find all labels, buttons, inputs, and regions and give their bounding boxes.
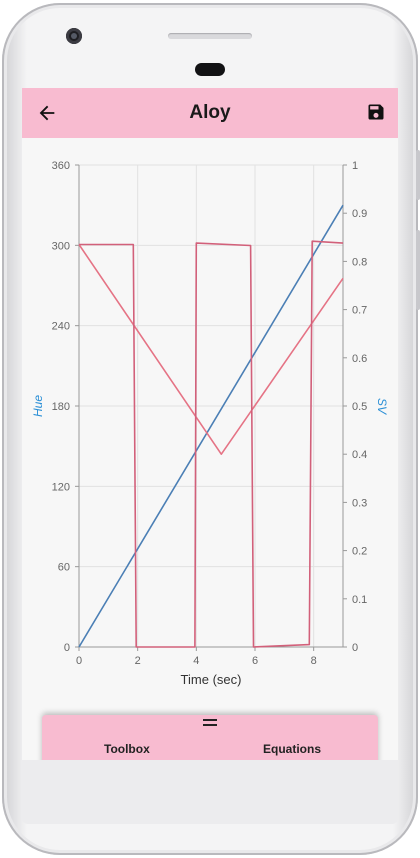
y-tick-label-right: 1 [352, 160, 358, 172]
bottom-sheet[interactable]: Toolbox Equations [42, 715, 378, 760]
y-tick-label-right: 0.5 [352, 401, 367, 413]
x-tick-label: 8 [311, 655, 317, 667]
power-button [416, 230, 420, 310]
y-axis-title-left: Hue [31, 395, 45, 417]
y-tick-label-right: 0 [352, 642, 358, 654]
hue-sv-chart: 06012018024030036000.10.20.30.40.50.60.7… [31, 160, 389, 687]
y-axis-title-right: SV [375, 398, 389, 415]
y-tick-label-left: 60 [58, 562, 70, 574]
y-tick-label-right: 0.9 [352, 208, 367, 220]
proximity-sensor [195, 63, 225, 76]
series-line-1 [78, 244, 344, 455]
x-tick-label: 0 [76, 655, 82, 667]
tab-toolbox[interactable]: Toolbox [104, 742, 150, 756]
y-tick-label-right: 0.6 [352, 353, 367, 365]
chart-area: 0 60 120 180 240 300 360 0 0.1 0.2 0.3 0.4 0.5 0.6 0.7… [22, 138, 398, 760]
app-bar: Aloy [22, 88, 398, 138]
y-tick-label-left: 300 [52, 240, 70, 252]
save-icon[interactable] [366, 102, 386, 122]
x-tick-label: 4 [193, 655, 199, 667]
front-camera [66, 28, 82, 44]
y-tick-label-left: 180 [52, 401, 70, 413]
y-tick-label-right: 0.4 [352, 449, 367, 461]
earpiece-speaker [168, 33, 252, 39]
y-tick-label-right: 0.7 [352, 305, 367, 317]
y-tick-label-right: 0.2 [352, 546, 367, 558]
x-tick-label: 2 [135, 655, 141, 667]
arrow-left-icon[interactable] [36, 102, 58, 124]
y-tick-label-right: 0.1 [352, 594, 367, 606]
y-tick-label-left: 0 [64, 642, 70, 654]
screen: Aloy 0 60 120 180 240 300 360 0 0.1 0.2 0.3 0.4 0.5 0… [22, 88, 398, 760]
phone-chin [22, 760, 398, 824]
x-axis-title: Time (sec) [181, 672, 242, 687]
y-tick-label-left: 360 [52, 160, 70, 172]
x-tick-label: 6 [252, 655, 258, 667]
page-title: Aloy [189, 102, 231, 123]
series-line-0 [78, 204, 344, 648]
volume-button [416, 150, 420, 200]
y-tick-label-right: 0.8 [352, 256, 367, 268]
y-tick-label-right: 0.3 [352, 497, 367, 509]
y-tick-label-left: 240 [52, 321, 70, 333]
tab-equations[interactable]: Equations [263, 742, 322, 756]
series-line-2 [79, 240, 344, 648]
drag-handle-icon[interactable] [203, 719, 217, 727]
y-tick-label-left: 120 [52, 481, 70, 493]
